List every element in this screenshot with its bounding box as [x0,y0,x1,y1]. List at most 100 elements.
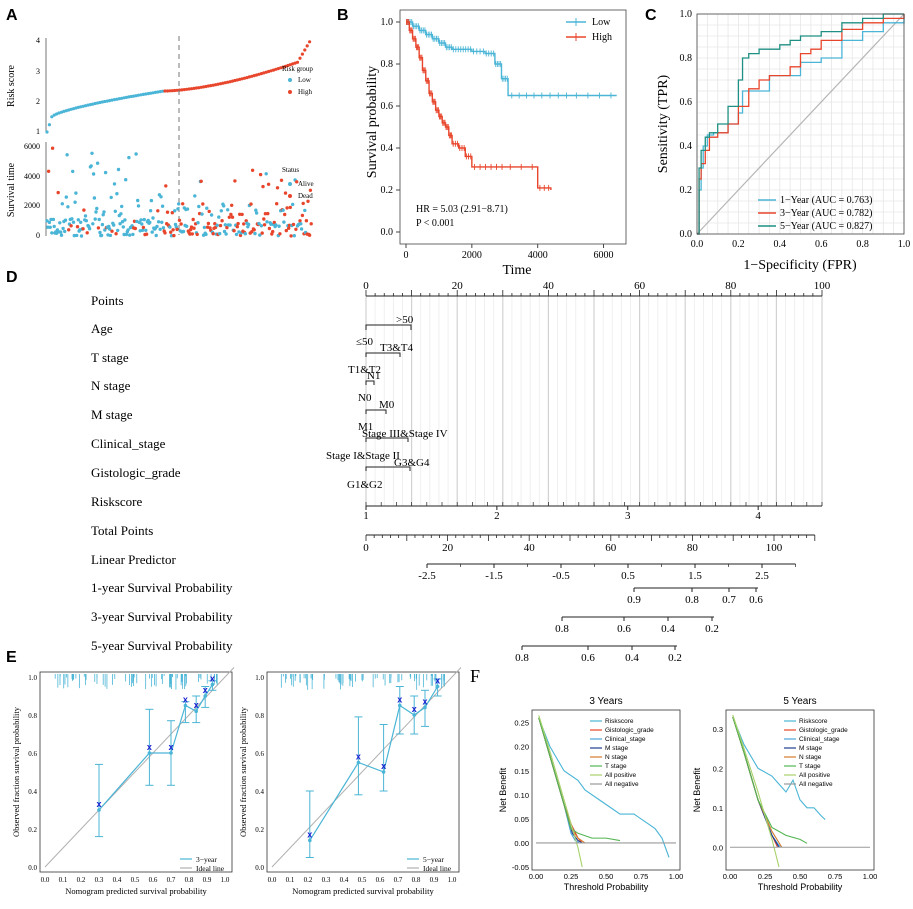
b-ticks: 0 2000 4000 6000 0.0 0.2 0.4 0.6 0.8 1.0 [381,17,614,261]
a-surv-point [250,168,255,172]
a-surv-point [50,146,55,150]
a-risk-point [105,99,109,103]
a-surv-point [151,216,155,220]
c-xtick-label: 0.4 [774,239,787,250]
a-legend-high-marker [288,90,292,94]
a-surv-points [45,146,313,238]
a-surv-point [74,191,78,195]
a-surv-point [90,151,94,155]
e-xtick-label: 0.8 [412,876,421,884]
a-surv-point [252,228,256,232]
a-risk-point [271,68,276,72]
e-point-cross: x [381,761,386,771]
a-surv-point [83,214,88,218]
d-nstage-scale [365,380,375,385]
panel-label-a: A [6,7,18,24]
b-curves [406,19,617,191]
a-surv-point [113,209,118,213]
a-surv-point [298,219,302,223]
panel-d: D Points Age T stage N stage M stage Cli… [6,269,831,664]
e-ytick-label: 0.4 [28,788,37,796]
f-ytick-label: 0.15 [514,767,529,776]
a-surv-point [142,217,146,222]
a-surv-point [109,195,113,200]
a-surv-point [59,230,63,234]
d-n-lo: N0 [358,392,372,404]
a-legend-alive: Alive [298,180,314,188]
d-gridlines [365,296,823,506]
f-xlabel: Threshold Probability [758,882,843,892]
e-xtick-label: 0.7 [167,876,176,884]
panel-c: C Sensitivity (TPR) 1−Specificity (FPR) … [645,7,910,273]
e-xtick-label: 0.3 [322,876,331,884]
e-legend-label: 5−year [423,855,444,864]
d-row-label: Age [91,321,113,336]
f-legend-label: All positive [799,772,830,779]
a-legend-alive-marker [288,182,292,186]
d-riskscore-tick-label: 2 [494,510,500,522]
a-risk-point [93,101,97,106]
a-risk-point [124,95,129,99]
d-total-tick-label: 100 [766,542,783,554]
a-risk-point [218,82,223,86]
d-points-tick-label: 0 [363,280,369,292]
a-surv-point [64,195,69,199]
a-risk-point [136,93,141,97]
a-risk-point [211,83,215,87]
a-surv-point [260,231,264,235]
a-risk-point [170,89,174,93]
e-point [423,705,427,710]
d-total-tick-label: 80 [687,542,699,554]
a-surv-point [102,210,106,214]
a-surv-point [87,227,92,231]
a-risk-point [242,76,247,80]
a-risk-point [298,56,302,60]
a-surv-point [283,212,287,217]
e-legend-label: 3−year [196,855,217,864]
a-surv-point [294,227,298,231]
a-surv-point [267,226,272,231]
a-risk-point [127,95,131,99]
f-ytick-label: 0.25 [514,719,529,728]
e-point-cross: x [194,700,199,710]
a-surv-point [308,188,313,192]
a-surv-point [222,204,226,208]
f-legend-label: Clinical_stage [605,736,646,743]
e-legend-ideal-label: Ideal line [423,864,452,873]
a-surv-point [223,223,227,227]
a-surv-point [120,220,125,224]
a-risk-point [235,78,239,82]
a-surv-point [48,225,52,229]
a-surv-point [266,182,271,186]
a-risk-point [276,67,280,71]
a-surv-point [282,220,286,224]
a-risk-point [197,86,201,90]
a-risk-ytick: 1 [36,127,40,136]
b-curve-low [406,21,617,97]
a-surv-point [116,167,121,172]
a-surv-point [209,213,214,217]
e-xlabel: Nomogram predicted survival probability [65,886,207,896]
a-surv-point [281,208,285,212]
c-xtick-label: 0.6 [815,239,828,250]
f-legend-label: All positive [605,772,636,779]
a-surv-point [82,208,86,212]
a-risk-point [168,89,172,93]
panel-b: B Survival probability Time 0 2000 4000 600… [337,7,627,278]
f-ylabel: Net Benefit [498,767,508,812]
a-surv-point [81,227,85,231]
a-surv-point [254,211,259,215]
a-surv-ytick: 4000 [24,172,40,181]
a-surv-point [213,222,217,226]
b-legend-low: Low [592,17,611,28]
a-risk-point [221,81,225,85]
a-surv-point [158,227,162,231]
d-surv5-axis-tick-label: 0.2 [668,652,682,664]
a-surv-point [263,212,268,216]
e-point-cross: x [183,695,188,705]
a-surv-point [200,212,204,216]
a-risk-point [146,92,150,96]
d-surv1-axis-tick-label: 0.7 [722,594,736,606]
